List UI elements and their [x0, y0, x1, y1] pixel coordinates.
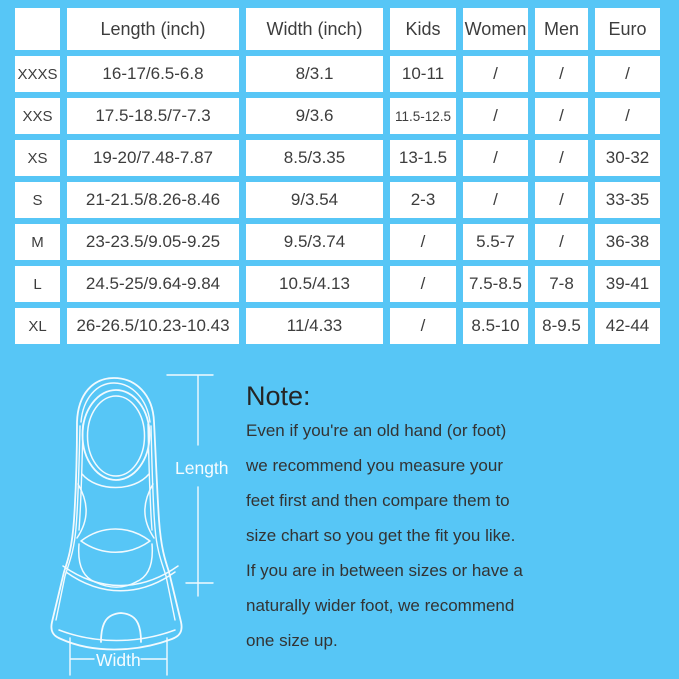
note-line: Even if you're an old hand (or foot): [246, 421, 507, 440]
cell-kids: /: [390, 224, 456, 260]
cell-width: 9/3.6: [246, 98, 383, 134]
foot-opening-outer: [81, 389, 151, 481]
cell-length: 19-20/7.48-7.87: [67, 140, 239, 176]
width-label: Width: [96, 650, 141, 670]
cell-women: 8.5-10: [463, 308, 528, 344]
col-header-men: Men: [535, 8, 588, 50]
cell-euro: 30-32: [595, 140, 660, 176]
fin-inner-dome-line: [80, 382, 151, 423]
cell-men: 8-9.5: [535, 308, 588, 344]
cell-length: 23-23.5/9.05-9.25: [67, 224, 239, 260]
note-title: Note:: [246, 381, 311, 411]
cell-kids: 13-1.5: [390, 140, 456, 176]
length-label: Length: [175, 458, 229, 478]
cell-women: 5.5-7: [463, 224, 528, 260]
row-header-l: L: [15, 266, 60, 302]
cell-women: /: [463, 140, 528, 176]
row-header-m: M: [15, 224, 60, 260]
size-chart-table: Length (inch) Width (inch) Kids Women Me…: [8, 2, 667, 350]
row-header-xxs: XXS: [15, 98, 60, 134]
cell-width: 10.5/4.13: [246, 266, 383, 302]
table-row: XXXS 16-17/6.5-6.8 8/3.1 10-11// /: [15, 56, 660, 92]
table-row: L 24.5-25/9.64-9.84 10.5/4.13/7.5-8.5 7-8 39…: [15, 266, 660, 302]
cell-length: 16-17/6.5-6.8: [67, 56, 239, 92]
width-dimension-line: [69, 637, 168, 676]
cell-width: 11/4.33: [246, 308, 383, 344]
cell-kids: 11.5-12.5: [390, 98, 456, 134]
note-line: size chart so you get the fit you like.: [246, 526, 516, 545]
cell-men: 7-8: [535, 266, 588, 302]
cell-men: /: [535, 98, 588, 134]
heel-strap-arch: [100, 612, 142, 643]
cell-length: 26-26.5/10.23-10.43: [67, 308, 239, 344]
cell-women: /: [463, 182, 528, 218]
cell-width: 9/3.54: [246, 182, 383, 218]
row-header-xs: XS: [15, 140, 60, 176]
row-header-xl: XL: [15, 308, 60, 344]
cell-kids: /: [390, 308, 456, 344]
cell-euro: 36-38: [595, 224, 660, 260]
cell-euro: /: [595, 56, 660, 92]
note-line: naturally wider foot, we recommend: [246, 596, 515, 615]
cell-euro: 39-41: [595, 266, 660, 302]
cell-euro: /: [595, 98, 660, 134]
table-row: XXS 17.5-18.5/7-7.3 9/3.6 11.5-12.5// /: [15, 98, 660, 134]
table-row: XL 26-26.5/10.23-10.43 11/4.33/8.5-10 8-9.5…: [15, 308, 660, 344]
cell-width: 8/3.1: [246, 56, 383, 92]
heel-cup-curves: [62, 565, 179, 592]
table-row: S 21-21.5/8.26-8.46 9/3.54 2-3//33-35: [15, 182, 660, 218]
note-line: one size up.: [246, 631, 338, 650]
cell-kids: 10-11: [390, 56, 456, 92]
table-row: XS 19-20/7.48-7.87 8.5/3.35 13-1.5//30-32: [15, 140, 660, 176]
cell-euro: 33-35: [595, 182, 660, 218]
cell-width: 8.5/3.35: [246, 140, 383, 176]
foot-pocket-band: [81, 473, 150, 489]
note-line: we recommend you measure your: [246, 456, 504, 475]
cell-women: /: [463, 98, 528, 134]
note-line: If you are in between sizes or have a: [246, 561, 523, 580]
cell-length: 21-21.5/8.26-8.46: [67, 182, 239, 218]
cell-kids: /: [390, 266, 456, 302]
row-header-xxxs: XXXS: [15, 56, 60, 92]
header-row: Length (inch) Width (inch) Kids Women Me…: [15, 8, 660, 50]
col-header-women: Women: [463, 8, 528, 50]
note-line: feet first and then compare them to: [246, 491, 510, 510]
cell-width: 9.5/3.74: [246, 224, 383, 260]
length-dimension-line: [166, 374, 214, 597]
cell-women: /: [463, 56, 528, 92]
blade-bottom-inner-edge: [58, 629, 176, 642]
row-header-s: S: [15, 182, 60, 218]
cell-men: /: [535, 182, 588, 218]
fin-right-rails: [147, 423, 176, 621]
cell-euro: 42-44: [595, 308, 660, 344]
col-header-size: [15, 8, 60, 50]
fin-line-drawing: Length Width: [50, 374, 229, 676]
fin-outline: [50, 377, 183, 651]
cell-length: 17.5-18.5/7-7.3: [67, 98, 239, 134]
fin-measurement-diagram: Length Width: [15, 370, 245, 679]
table-row: M 23-23.5/9.05-9.25 9.5/3.74/5.5-7/36-38: [15, 224, 660, 260]
cell-length: 24.5-25/9.64-9.84: [67, 266, 239, 302]
col-header-length: Length (inch): [67, 8, 239, 50]
col-header-euro: Euro: [595, 8, 660, 50]
col-header-width: Width (inch): [246, 8, 383, 50]
cell-men: /: [535, 56, 588, 92]
note-body: Even if you're an old hand (or foot) we …: [246, 413, 556, 658]
cell-men: /: [535, 140, 588, 176]
cell-kids: 2-3: [390, 182, 456, 218]
cell-men: /: [535, 224, 588, 260]
cell-women: 7.5-8.5: [463, 266, 528, 302]
note-section: Note: Even if you're an old hand (or foo…: [246, 379, 556, 658]
col-header-kids: Kids: [390, 8, 456, 50]
instep-pinch-lines: [76, 483, 155, 539]
foot-opening-inner: [86, 395, 146, 477]
instep-lens: [80, 528, 151, 553]
sole-pad: [77, 543, 154, 588]
